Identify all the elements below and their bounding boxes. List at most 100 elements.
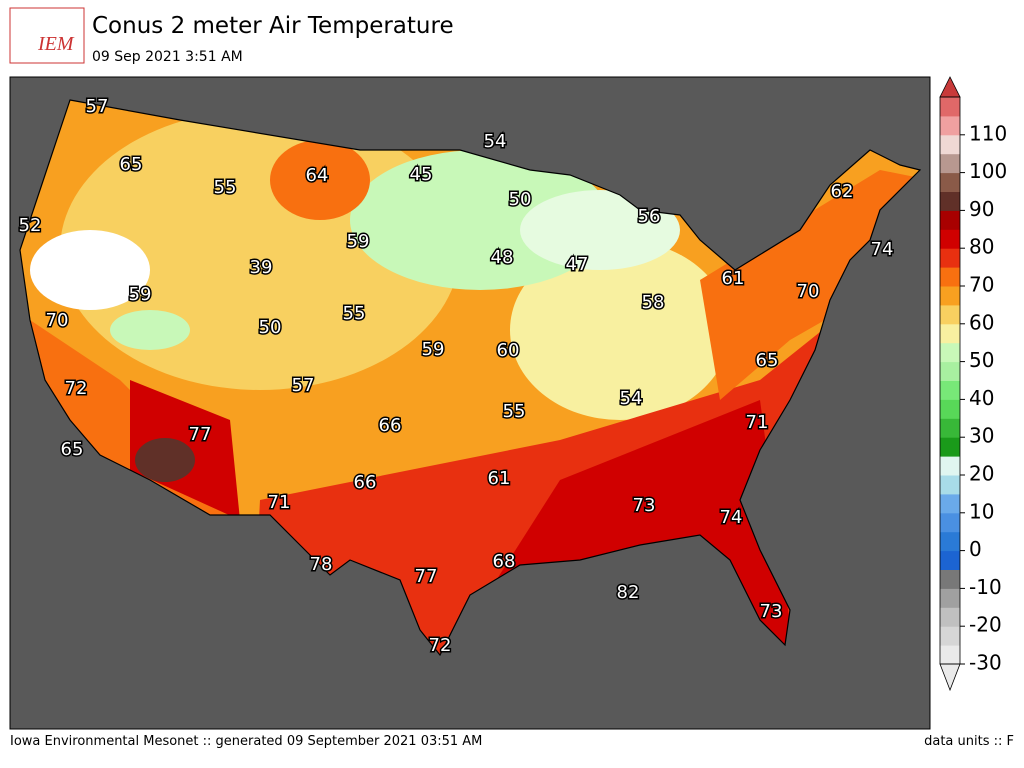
colorbar-band bbox=[940, 493, 960, 514]
temp-label: 77 bbox=[415, 566, 438, 587]
temp-label: 57 bbox=[292, 375, 315, 396]
temp-label: 55 bbox=[503, 401, 526, 422]
temp-label: 71 bbox=[268, 492, 291, 513]
colorbar-band bbox=[940, 645, 960, 665]
temp-label: 77 bbox=[189, 424, 212, 445]
temp-label: 50 bbox=[259, 317, 282, 338]
colorbar-tick-label: 60 bbox=[969, 310, 994, 334]
colorbar-band bbox=[940, 304, 960, 325]
colorbar-tick-label: 100 bbox=[969, 159, 1007, 183]
map-labels: 57 65 52 55 64 45 54 50 56 62 74 39 59 4… bbox=[17, 95, 895, 658]
temp-label: 59 bbox=[129, 284, 152, 305]
temp-label: 56 bbox=[638, 206, 661, 227]
colorbar-band bbox=[940, 418, 960, 438]
footer-right: data units :: F bbox=[924, 734, 1014, 749]
temp-label: 73 bbox=[633, 495, 656, 516]
colorbar-extension-bottom bbox=[939, 663, 961, 692]
colorbar: -30 -20 -10 0 10 20 30 40 50 60 70 80 90 100 110 bbox=[939, 76, 1007, 692]
temp-label: 72 bbox=[429, 635, 452, 656]
temp-label: 47 bbox=[566, 254, 589, 275]
temp-label: 55 bbox=[343, 303, 366, 324]
colorbar-tick-label: -20 bbox=[969, 613, 1002, 637]
temp-label: 74 bbox=[871, 239, 894, 260]
temp-label: 55 bbox=[214, 177, 237, 198]
temp-label: 64 bbox=[306, 165, 329, 186]
temp-label: 54 bbox=[484, 131, 507, 152]
colorbar-band bbox=[940, 626, 960, 646]
colorbar-band bbox=[940, 569, 960, 589]
colorbar-band bbox=[940, 475, 960, 495]
temp-label: 62 bbox=[831, 181, 854, 202]
colorbar-band bbox=[940, 512, 960, 533]
colorbar-tick-label: 110 bbox=[969, 121, 1007, 145]
logo-text: IEM bbox=[37, 33, 75, 55]
temp-label: 74 bbox=[720, 507, 743, 528]
colorbar-tick-label: 30 bbox=[969, 424, 994, 448]
colorbar-tick-label: 10 bbox=[969, 499, 994, 523]
temp-label: 66 bbox=[379, 415, 402, 436]
subtitle: 09 Sep 2021 3:51 AM bbox=[92, 49, 243, 65]
colorbar-band bbox=[940, 191, 960, 211]
temp-label: 65 bbox=[756, 350, 779, 371]
colorbar-band bbox=[940, 134, 960, 155]
temp-label: 59 bbox=[422, 339, 445, 360]
temp-label: 52 bbox=[19, 215, 42, 236]
temp-label: 70 bbox=[46, 310, 69, 331]
temp-label: 45 bbox=[410, 164, 433, 185]
colorbar-tick-label: 0 bbox=[969, 537, 982, 561]
colorbar-band bbox=[940, 210, 960, 230]
colorbar-band bbox=[940, 361, 960, 381]
temp-label: 71 bbox=[746, 412, 769, 433]
colorbar-frame bbox=[939, 96, 961, 665]
colorbar-tick-label: 90 bbox=[969, 197, 994, 221]
temp-label: 68 bbox=[493, 551, 516, 572]
colorbar-band bbox=[940, 153, 960, 174]
colorbar-extension-top bbox=[939, 76, 961, 98]
colorbar-band bbox=[940, 531, 960, 552]
temp-label: 57 bbox=[86, 96, 109, 117]
colorbar-band bbox=[940, 456, 960, 476]
colorbar-band bbox=[940, 437, 960, 457]
colorbar-band bbox=[940, 588, 960, 608]
colorbar-tick-label: 70 bbox=[969, 273, 994, 297]
temp-label: 61 bbox=[488, 468, 511, 489]
colorbar-tick-label: -10 bbox=[969, 575, 1002, 599]
footer-left: Iowa Environmental Mesonet :: generated … bbox=[10, 734, 482, 749]
colorbar-band bbox=[940, 248, 960, 268]
temp-label: 70 bbox=[797, 281, 820, 302]
colorbar-band bbox=[940, 229, 960, 249]
temp-label: 50 bbox=[509, 189, 532, 210]
colorbar-band bbox=[940, 97, 960, 117]
temp-label: 72 bbox=[65, 378, 88, 399]
temp-label: 66 bbox=[354, 472, 377, 493]
colorbar-band bbox=[940, 115, 960, 136]
temp-label: 60 bbox=[497, 340, 520, 361]
colorbar-band bbox=[940, 399, 960, 419]
colorbar-band bbox=[940, 286, 960, 306]
title: Conus 2 meter Air Temperature bbox=[92, 13, 454, 39]
colorbar-tick-label: 80 bbox=[969, 235, 994, 259]
temperature-field bbox=[20, 100, 920, 655]
colorbar-band bbox=[940, 267, 960, 287]
temp-label: 54 bbox=[620, 388, 643, 409]
colorbar-band bbox=[940, 607, 960, 627]
temp-label: 59 bbox=[347, 231, 370, 252]
colorbar-tick-label: 20 bbox=[969, 462, 994, 486]
colorbar-band bbox=[940, 380, 960, 400]
colorbar-tick-label: 40 bbox=[969, 386, 994, 410]
colorbar-band bbox=[940, 323, 960, 344]
colorbar-tick-label: -30 bbox=[969, 651, 1002, 675]
temp-label: 82 bbox=[617, 582, 640, 603]
logo: IEM bbox=[9, 7, 85, 64]
colorbar-band bbox=[940, 550, 960, 570]
temp-label: 39 bbox=[250, 257, 273, 278]
temp-label: 65 bbox=[120, 154, 143, 175]
temp-label: 78 bbox=[310, 554, 333, 575]
temp-label: 58 bbox=[642, 292, 665, 313]
temp-label: 61 bbox=[722, 268, 745, 289]
colorbar-band bbox=[940, 342, 960, 363]
temp-label: 48 bbox=[491, 247, 514, 268]
colorbar-band bbox=[940, 172, 960, 192]
